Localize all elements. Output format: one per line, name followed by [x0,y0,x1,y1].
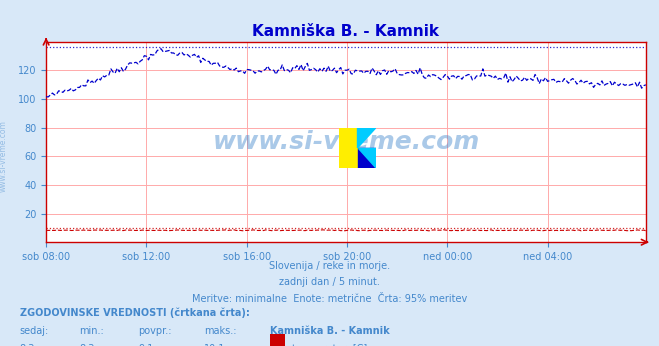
Bar [358,148,376,168]
Text: ZGODOVINSKE VREDNOSTI (črtkana črta):: ZGODOVINSKE VREDNOSTI (črtkana črta): [20,308,250,318]
Text: www.si-vreme.com: www.si-vreme.com [212,130,480,154]
Text: sedaj:: sedaj: [20,326,49,336]
Text: Meritve: minimalne  Enote: metrične  Črta: 95% meritev: Meritve: minimalne Enote: metrične Črta:… [192,294,467,304]
Text: www.si-vreme.com: www.si-vreme.com [0,120,8,192]
Text: min.:: min.: [79,326,104,336]
Text: temperatura[C]: temperatura[C] [291,344,368,346]
Text: 9,1: 9,1 [138,344,154,346]
Text: maks.:: maks.: [204,326,237,336]
Text: Kamniška B. - Kamnik: Kamniška B. - Kamnik [270,326,390,336]
Polygon shape [358,148,376,168]
Text: zadnji dan / 5 minut.: zadnji dan / 5 minut. [279,277,380,288]
Bar [339,128,358,168]
Text: Slovenija / reke in morje.: Slovenija / reke in morje. [269,261,390,271]
Text: 10,1: 10,1 [204,344,226,346]
Polygon shape [358,128,376,148]
Text: 8,3: 8,3 [79,344,94,346]
Title: Kamniška B. - Kamnik: Kamniška B. - Kamnik [252,24,440,39]
Text: 8,3: 8,3 [20,344,35,346]
Text: povpr.:: povpr.: [138,326,172,336]
FancyBboxPatch shape [270,334,285,346]
